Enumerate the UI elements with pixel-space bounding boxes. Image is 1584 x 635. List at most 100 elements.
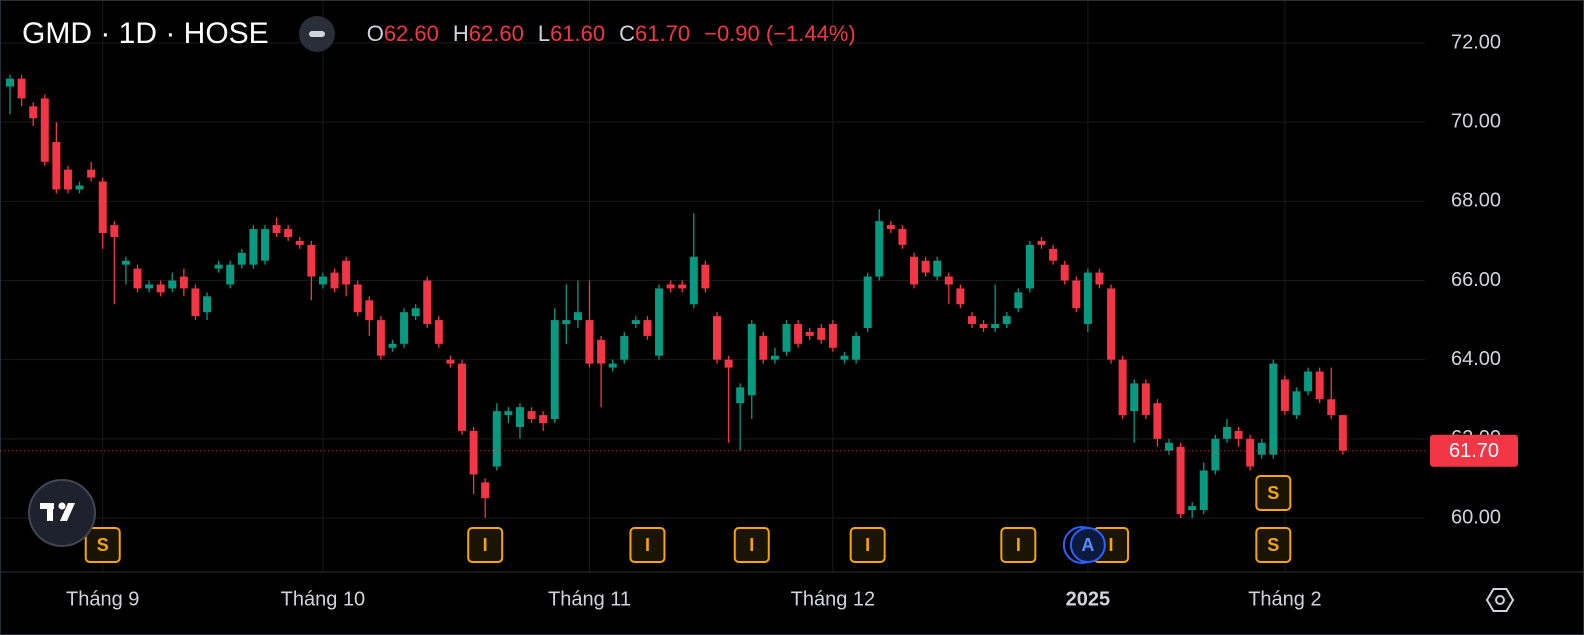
change: −0.90 (−1.44%) xyxy=(704,21,856,46)
candle-body xyxy=(1176,446,1185,515)
x-tick-label: Tháng 11 xyxy=(548,588,631,610)
event-badge xyxy=(733,527,770,563)
candle-body xyxy=(458,363,467,431)
event-label: I xyxy=(1016,535,1021,555)
x-tick-label: Tháng 2 xyxy=(1248,588,1321,610)
event-label: I xyxy=(483,535,488,555)
candle-body xyxy=(1292,391,1301,416)
candle-body xyxy=(910,256,919,285)
candle-body xyxy=(759,335,768,360)
candle-body xyxy=(782,324,791,352)
event-marker: A xyxy=(1062,526,1106,564)
x-tick-label: Tháng 12 xyxy=(791,588,876,610)
candle-body xyxy=(1083,272,1092,325)
candle-body xyxy=(237,252,246,265)
event-marker: I xyxy=(629,527,666,563)
candle-body xyxy=(446,359,455,364)
candle-body xyxy=(852,335,861,360)
y-tick-label: 70.00 xyxy=(1451,110,1501,132)
symbol: GMD · 1D · HOSE xyxy=(22,17,269,50)
candle-body xyxy=(400,312,409,344)
event-badge xyxy=(1255,527,1292,563)
event-label: S xyxy=(1267,483,1279,503)
candle-body xyxy=(770,355,779,360)
event-label: S xyxy=(97,535,109,555)
candle-body xyxy=(504,411,513,416)
candle-body xyxy=(956,288,965,305)
candle-body xyxy=(828,324,837,348)
candle-body xyxy=(226,264,235,285)
y-tick-label: 60.00 xyxy=(1451,506,1501,528)
candle-body xyxy=(921,260,930,273)
candle-body xyxy=(655,288,664,356)
candle-body xyxy=(121,260,130,265)
y-tick-label: 66.00 xyxy=(1451,269,1501,291)
event-badge xyxy=(1255,475,1292,511)
candle-body xyxy=(1222,426,1231,439)
ohlc-value: 62.60 xyxy=(468,21,524,46)
candle-body xyxy=(863,276,872,328)
ohlc-key: O xyxy=(366,21,384,46)
candle-body xyxy=(1118,359,1127,416)
candle-body xyxy=(898,229,907,245)
candle-body xyxy=(481,482,490,499)
event-badge xyxy=(467,527,504,563)
candle-body xyxy=(295,240,304,245)
candle-body xyxy=(6,78,14,87)
candle-body xyxy=(1141,383,1150,416)
candle-body xyxy=(318,276,327,285)
event-marker: I xyxy=(849,527,886,563)
candle-body xyxy=(678,284,687,289)
event-marker: S xyxy=(1255,475,1292,511)
candle-body xyxy=(156,284,165,293)
tradingview-logo[interactable] xyxy=(28,479,96,547)
candle-body xyxy=(875,221,884,277)
event-badge xyxy=(1069,527,1106,563)
event-label: S xyxy=(1267,535,1279,555)
candle-body xyxy=(1304,371,1313,392)
candle-body xyxy=(260,229,269,261)
x-tick-label: 2025 xyxy=(1066,588,1111,610)
candle-body xyxy=(1280,379,1289,412)
candle-body xyxy=(423,280,432,325)
event-marker: I xyxy=(467,527,504,563)
last-price-label: 61.70 xyxy=(1449,440,1499,462)
candle-body xyxy=(87,169,96,178)
candle-body xyxy=(550,320,559,420)
candle-body xyxy=(284,229,293,237)
event-label: I xyxy=(1109,535,1114,555)
candle-body xyxy=(643,320,652,336)
candle-body xyxy=(214,264,223,269)
candle-body xyxy=(63,169,72,190)
y-tick-label: 68.00 xyxy=(1451,190,1501,212)
candle-body xyxy=(1269,363,1278,455)
ohlc-key: C xyxy=(619,21,636,46)
candle-body xyxy=(133,268,142,289)
candle-body xyxy=(573,312,582,321)
event-marker: I xyxy=(1000,527,1037,563)
settings-icon[interactable] xyxy=(1485,588,1515,612)
candle-body xyxy=(376,320,385,356)
candle-body xyxy=(1211,438,1220,471)
candle-body xyxy=(40,98,49,162)
collapse-button[interactable] xyxy=(298,16,335,52)
candle-body xyxy=(342,260,351,285)
event-label: A xyxy=(1081,535,1094,555)
ohlc-key: L xyxy=(537,21,551,46)
candle-body xyxy=(886,225,895,230)
ohlc-value: 61.70 xyxy=(635,21,691,46)
candle-body xyxy=(527,411,536,420)
candle-body xyxy=(631,320,640,325)
candle-body xyxy=(805,331,814,336)
candle-body xyxy=(689,256,698,305)
candle-body xyxy=(203,296,212,313)
candle-body xyxy=(794,324,803,344)
candle-body xyxy=(191,288,200,317)
x-tick-label: Tháng 9 xyxy=(66,588,139,610)
candle-body xyxy=(817,327,826,340)
candle-body xyxy=(991,324,1000,328)
candle-body xyxy=(1153,403,1162,439)
candle-body xyxy=(944,276,953,285)
